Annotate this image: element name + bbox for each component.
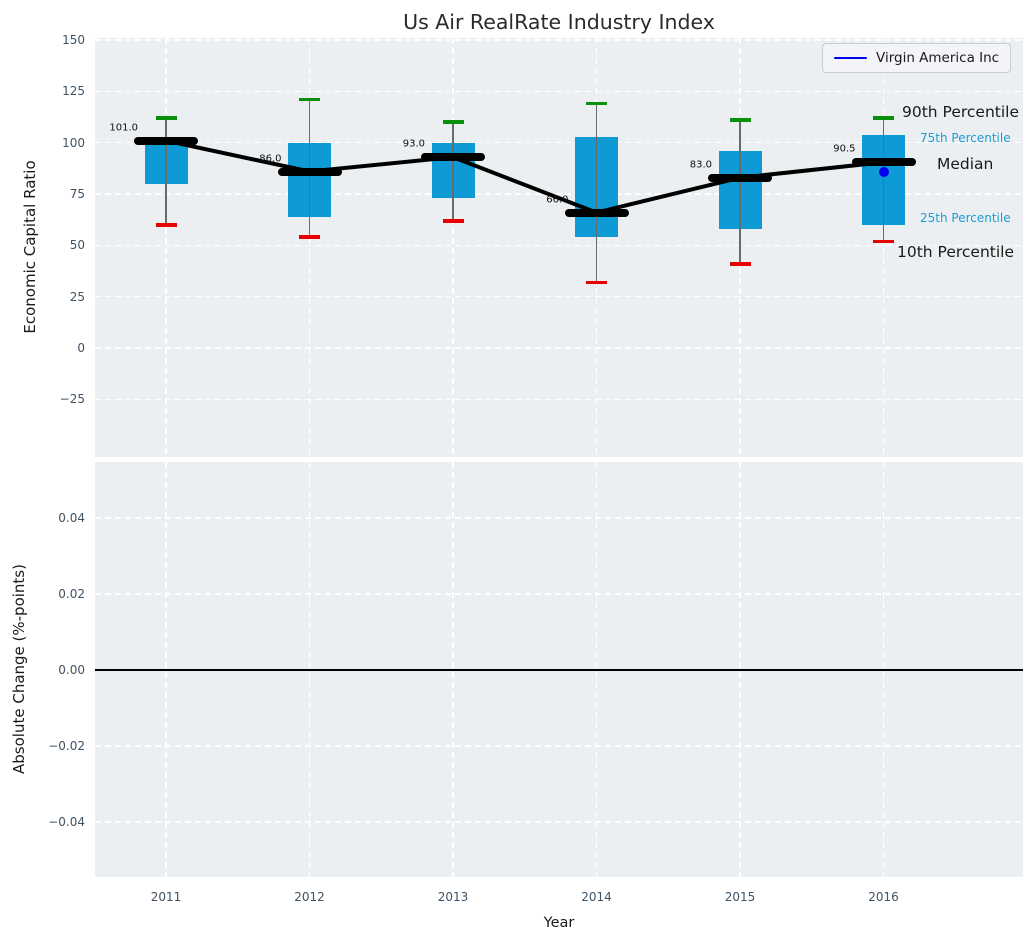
top-gridline-h — [95, 347, 1023, 349]
p90-cap-2011 — [155, 116, 177, 120]
whisker-2011 — [165, 118, 167, 225]
top-y-axis-label: Economic Capital Ratio — [21, 160, 39, 334]
median-label-2011: 101.0 — [109, 122, 139, 134]
bottom-ytick-label: 0.00 — [58, 662, 85, 677]
top-ytick-label: 75 — [69, 187, 85, 202]
median-line-2012 — [277, 167, 342, 176]
annotation-75th-percentile: 75th Percentile — [920, 130, 1011, 145]
median-line-2016 — [851, 158, 916, 167]
median-line-2015 — [708, 173, 773, 182]
top-gridline-h — [95, 142, 1023, 144]
xtick-label-2016: 2016 — [868, 890, 899, 904]
zero-line — [95, 669, 1023, 671]
top-gridline-h — [95, 39, 1023, 41]
annotation-median: Median — [937, 155, 994, 174]
top-ytick-label: 125 — [62, 84, 85, 99]
xtick-label-2013: 2013 — [437, 890, 469, 904]
xtick-label-2014: 2014 — [581, 890, 612, 904]
bottom-ytick-label: −0.02 — [48, 738, 85, 753]
xtick-label-2011: 2011 — [150, 890, 182, 904]
p90-cap-2016 — [873, 116, 895, 120]
median-trend-line — [165, 138, 884, 215]
top-ytick-label: 25 — [69, 289, 85, 304]
bottom-y-axis-label: Absolute Change (%-points) — [10, 564, 28, 774]
p10-cap-2011 — [155, 223, 177, 227]
bottom-gridline-h — [95, 517, 1023, 519]
p10-cap-2012 — [299, 235, 321, 239]
bottom-gridline-h — [95, 745, 1023, 747]
legend-label: Virgin America Inc — [876, 50, 1000, 66]
legend: Virgin America Inc — [822, 43, 1012, 73]
median-label-2013: 93.0 — [402, 138, 426, 150]
whisker-2013 — [452, 122, 454, 221]
top-gridline-v — [165, 38, 167, 457]
top-ytick-label: 0 — [77, 341, 85, 356]
bottom-ytick-label: 0.04 — [58, 510, 85, 525]
median-label-2015: 83.0 — [689, 159, 713, 171]
x-axis-label: Year — [543, 915, 575, 931]
whisker-2015 — [739, 120, 741, 264]
company-point — [878, 166, 889, 177]
top-ytick-label: 100 — [62, 135, 85, 150]
p90-cap-2012 — [299, 97, 321, 102]
p10-cap-2016 — [873, 239, 895, 244]
annotation-90th-percentile: 90th Percentile — [902, 103, 1020, 122]
top-gridline-v — [882, 38, 885, 457]
whisker-2016 — [882, 118, 885, 242]
bottom-gridline-h — [95, 821, 1023, 823]
top-gridline-h — [95, 244, 1023, 247]
top-gridline-v — [308, 38, 311, 457]
annotation-25th-percentile: 25th Percentile — [920, 210, 1011, 225]
median-line-2014 — [564, 208, 629, 217]
top-gridline-h — [95, 296, 1023, 298]
top-gridline-v — [452, 38, 454, 457]
bottom-ytick-label: 0.02 — [58, 586, 85, 601]
top-gridline-h — [95, 398, 1023, 401]
legend-line-icon — [834, 56, 867, 60]
chart-title: Us Air RealRate Industry Index — [403, 10, 715, 34]
top-ytick-label: 50 — [69, 238, 85, 253]
p10-cap-2013 — [442, 219, 464, 223]
top-gridline-h — [95, 90, 1023, 93]
median-line-2011 — [134, 136, 199, 145]
top-gridline-h — [95, 193, 1023, 195]
top-ytick-label: 150 — [62, 33, 85, 48]
bottom-ytick-label: −0.04 — [48, 814, 85, 829]
median-label-2016: 90.5 — [833, 143, 856, 155]
top-ytick-label: −25 — [59, 392, 85, 407]
p10-cap-2014 — [586, 280, 608, 285]
p90-cap-2013 — [442, 120, 464, 124]
median-label-2012: 86.0 — [259, 153, 282, 164]
p10-cap-2015 — [729, 262, 751, 266]
p90-cap-2015 — [729, 118, 751, 122]
xtick-label-2015: 2015 — [724, 890, 756, 904]
top-plot-area — [95, 38, 1023, 457]
bottom-gridline-h — [95, 593, 1023, 595]
xtick-label-2012: 2012 — [294, 890, 325, 904]
whisker-2014 — [595, 103, 598, 283]
median-label-2014: 66.0 — [546, 194, 569, 206]
p90-cap-2014 — [586, 101, 608, 106]
median-line-2013 — [421, 153, 486, 162]
annotation-10th-percentile: 10th Percentile — [897, 243, 1015, 262]
